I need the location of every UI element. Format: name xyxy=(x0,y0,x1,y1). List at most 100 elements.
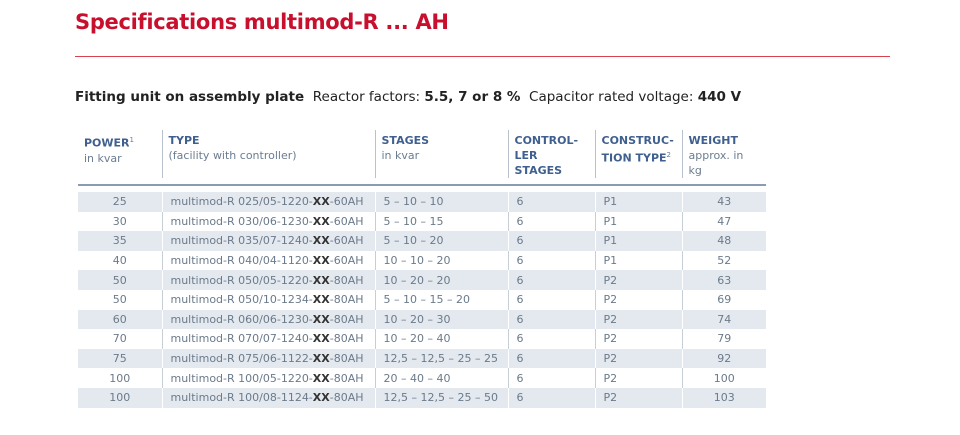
power-cell: 35 xyxy=(78,231,162,251)
type-part: multimod-R 060/06-1230- xyxy=(170,312,313,326)
column-title: TION TYPE xyxy=(601,151,667,165)
title-rule xyxy=(75,56,890,57)
type-part: XX xyxy=(312,352,330,366)
table-row: 25 multimod-R 025/05-1220-XX-60AH 5 – 10 –… xyxy=(78,192,766,212)
type-part: multimod-R 050/10-1234- xyxy=(170,293,313,307)
weight-cell: 103 xyxy=(681,387,766,408)
note: in kvar xyxy=(381,149,420,162)
column-header: POWER1 in kvar xyxy=(78,130,162,178)
table-row: 35 multimod-R 035/07-1240-XX-60AH 5 – 10 –… xyxy=(78,231,766,251)
weight-cell: 47 xyxy=(681,211,766,232)
voltage-value: 440 V xyxy=(697,89,742,105)
power-cell: 30 xyxy=(112,214,127,228)
type-part: -80AH xyxy=(329,273,364,287)
construction-cell: P1 xyxy=(594,192,682,212)
control-cell: 6 xyxy=(507,250,595,271)
construction-cell: P2 xyxy=(594,270,682,290)
footnote-mark: 2 xyxy=(666,151,671,159)
control-cell: 6 xyxy=(507,289,595,310)
power-cell: 75 xyxy=(78,348,162,369)
construction-cell: P2 xyxy=(594,309,682,330)
power-cell: 25 xyxy=(78,192,162,212)
stages-cell: 5 – 10 – 15 – 20 xyxy=(374,289,508,310)
column-header: STAGES in kvar xyxy=(374,130,508,178)
weight-cell: 48 xyxy=(681,231,766,251)
control-cell: 6 xyxy=(507,387,595,408)
type-cell: multimod-R 100/08-1124-XX-80AH xyxy=(161,387,375,408)
control-cell: 6 xyxy=(507,368,595,388)
type-part: XX xyxy=(312,391,330,405)
type-cell: multimod-R 050/10-1234-XX-80AH xyxy=(161,289,375,310)
power-cell: 50 xyxy=(78,270,162,290)
type-part: XX xyxy=(312,234,330,248)
type-cell: multimod-R 075/06-1122-XX-80AH xyxy=(161,348,375,369)
construction-cell: P1 xyxy=(594,211,682,232)
factors-value: 5.5, 7 or 8 % xyxy=(424,89,521,105)
stages-cell: 5 – 10 – 10 xyxy=(374,192,508,212)
control-cell: 6 xyxy=(507,348,595,369)
header-row: POWER1 in kvar TYPE (facility with controll… xyxy=(78,130,766,178)
column-title: POWER xyxy=(84,136,130,150)
construction-cell: P1 xyxy=(594,231,682,251)
type-cell: multimod-R 040/04-1120-XX-60AH xyxy=(161,250,375,271)
column-title: STAGES xyxy=(381,134,430,147)
weight-cell: 92 xyxy=(681,348,766,369)
note: (facility with controller) xyxy=(168,149,297,162)
stages-cell: 20 – 40 – 40 xyxy=(374,368,508,388)
stages-cell: 10 – 20 – 30 xyxy=(374,309,508,330)
control-cell: 6 xyxy=(507,309,595,330)
type-cell: multimod-R 050/05-1220-XX-80AH xyxy=(161,270,375,290)
table-row: 60 multimod-R 060/06-1230-XX-80AH 10 – 20 … xyxy=(78,309,766,330)
table-row: 50 multimod-R 050/10-1234-XX-80AH 5 – 10 –… xyxy=(78,289,766,310)
type-part: XX xyxy=(312,312,330,326)
type-part: XX xyxy=(312,273,330,287)
type-part: multimod-R 050/05-1220- xyxy=(170,273,313,287)
construction-cell: P2 xyxy=(594,387,682,408)
type-cell: multimod-R 100/05-1220-XX-80AH xyxy=(161,368,375,388)
table-row: 70 multimod-R 070/07-1240-XX-80AH 10 – 20 … xyxy=(78,329,766,349)
power-cell: 100 xyxy=(109,371,131,385)
weight-cell: 52 xyxy=(681,250,766,271)
type-part: -60AH xyxy=(329,214,364,228)
column-title: LER STAGES xyxy=(514,149,563,177)
type-part: XX xyxy=(312,371,330,385)
weight-cell: 74 xyxy=(681,309,766,330)
control-cell: 6 xyxy=(507,270,595,290)
type-part: -80AH xyxy=(329,293,364,307)
voltage-label: Capacitor rated voltage: xyxy=(529,89,698,105)
spec-table: POWER1 in kvar TYPE (facility with controll… xyxy=(78,130,766,408)
stages-cell: 12,5 – 12,5 – 25 – 50 xyxy=(374,387,508,408)
weight-cell: 69 xyxy=(681,289,766,310)
weight-cell: 100 xyxy=(681,368,766,388)
type-part: XX xyxy=(312,254,330,268)
note: approx. in kg xyxy=(688,149,744,177)
type-part: multimod-R 075/06-1122- xyxy=(170,352,313,366)
type-part: XX xyxy=(312,214,330,228)
construction-cell: P2 xyxy=(594,289,682,310)
spacer xyxy=(78,185,766,192)
construction-cell: P2 xyxy=(594,329,682,349)
control-cell: 6 xyxy=(507,211,595,232)
column-header: TYPE (facility with controller) xyxy=(161,130,375,178)
type-part: XX xyxy=(312,293,330,307)
type-part: multimod-R 100/08-1124- xyxy=(170,391,313,405)
control-cell: 6 xyxy=(507,192,595,212)
weight-cell: 79 xyxy=(681,329,766,349)
type-part: multimod-R 070/07-1240- xyxy=(170,332,313,346)
table-row: 40 multimod-R 040/04-1120-XX-60AH 10 – 10 … xyxy=(78,250,766,271)
type-part: multimod-R 040/04-1120- xyxy=(170,254,313,268)
type-part: multimod-R 025/05-1220- xyxy=(170,195,313,209)
table-head: POWER1 in kvar TYPE (facility with controll… xyxy=(78,130,766,186)
separator-cell xyxy=(78,178,766,186)
spacer-cell xyxy=(78,185,766,192)
control-cell: 6 xyxy=(507,329,595,349)
control-cell: 6 xyxy=(507,231,595,251)
type-part: multimod-R 035/07-1240- xyxy=(170,234,313,248)
stages-cell: 5 – 10 – 15 xyxy=(374,211,508,232)
table-row: 30 multimod-R 030/06-1230-XX-60AH 5 – 10 –… xyxy=(78,211,766,232)
stages-cell: 10 – 20 – 20 xyxy=(374,270,508,290)
table-row: 100 multimod-R 100/05-1220-XX-80AH 20 – 40… xyxy=(78,368,766,388)
table-row: 75 multimod-R 075/06-1122-XX-80AH 12,5 – 1… xyxy=(78,348,766,369)
construction-cell: P1 xyxy=(594,250,682,271)
subtitle: Fitting unit on assembly plate Reactor f… xyxy=(75,89,741,105)
